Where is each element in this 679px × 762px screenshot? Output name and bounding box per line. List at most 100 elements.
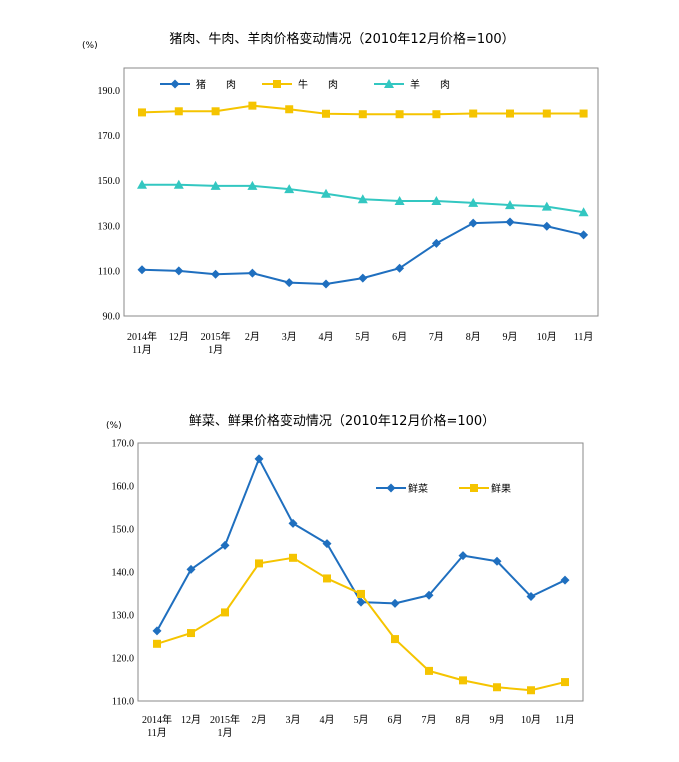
data-point: [284, 184, 295, 194]
x-tick-label: 9月: [503, 331, 518, 343]
x-tick-label: 10月: [521, 714, 541, 726]
x-tick-label: 2月: [252, 714, 267, 726]
data-point: [323, 574, 331, 583]
data-point: [248, 101, 257, 110]
data-point: [153, 639, 161, 648]
data-point: [424, 590, 434, 600]
y-tick-label: 130.0: [98, 221, 121, 232]
data-point: [173, 179, 184, 189]
x-tick-label: 2015年: [201, 330, 231, 343]
x-tick-label: 6月: [392, 331, 407, 343]
data-point: [579, 230, 589, 240]
x-tick-label: 2014年: [127, 330, 157, 343]
data-point: [187, 629, 195, 638]
x-tick-label: 11月: [132, 344, 152, 356]
y-axis-unit: (%): [82, 41, 98, 51]
y-axis-unit: (%): [106, 421, 122, 431]
data-point: [174, 107, 183, 116]
y-tick-label: 130.0: [112, 611, 135, 622]
x-tick-label: 1月: [218, 727, 233, 739]
x-tick-label: 11月: [555, 714, 575, 726]
y-tick-label: 170.0: [98, 131, 121, 142]
data-point: [469, 109, 478, 118]
x-tick-label: 2015年: [210, 713, 240, 726]
data-point: [578, 207, 589, 217]
data-point: [285, 105, 294, 114]
data-point: [395, 263, 405, 273]
data-point: [492, 556, 502, 566]
data-point: [152, 626, 162, 636]
x-tick-label: 9月: [490, 714, 505, 726]
data-point: [137, 265, 147, 275]
data-point: [186, 564, 196, 574]
data-point: [210, 180, 221, 190]
x-tick-label: 12月: [181, 714, 201, 726]
legend-marker: [273, 80, 281, 88]
data-point: [425, 666, 433, 675]
x-tick-label: 2014年: [142, 713, 172, 726]
data-point: [391, 635, 399, 644]
data-point: [284, 278, 294, 288]
y-tick-label: 170.0: [112, 439, 135, 450]
x-tick-label: 12月: [169, 331, 189, 343]
data-point: [247, 268, 257, 278]
x-tick-label: 1月: [208, 344, 223, 356]
data-point: [468, 197, 479, 207]
series-line: [156, 556, 566, 692]
legend-marker: [170, 79, 180, 89]
plot-area: [137, 442, 584, 702]
data-point: [395, 110, 404, 119]
data-point: [358, 273, 368, 283]
data-point: [255, 559, 263, 568]
data-point: [137, 179, 147, 189]
data-point: [432, 110, 441, 119]
x-tick-label: 8月: [466, 331, 481, 343]
legend-marker: [384, 79, 394, 88]
data-point: [468, 218, 478, 228]
data-point: [505, 200, 515, 210]
x-tick-label: 5月: [355, 331, 370, 343]
data-point: [561, 678, 569, 687]
data-point: [321, 188, 331, 198]
x-tick-label: 11月: [574, 331, 594, 343]
legend-label: 鲜菜: [408, 482, 428, 495]
data-point: [526, 592, 536, 602]
y-tick-label: 110.0: [98, 266, 120, 277]
data-point: [254, 454, 264, 464]
data-point: [289, 553, 297, 562]
data-point: [579, 109, 588, 118]
data-point: [394, 196, 405, 206]
data-point: [505, 217, 515, 227]
data-point: [138, 108, 146, 117]
data-point: [560, 575, 570, 585]
data-point: [527, 686, 535, 695]
plot-area: [123, 67, 599, 317]
x-tick-label: 11月: [147, 727, 167, 739]
data-point: [493, 683, 501, 692]
data-point: [211, 269, 221, 279]
data-point: [431, 238, 441, 248]
data-point: [541, 201, 552, 211]
data-point: [288, 518, 298, 528]
legend-label: 鲜果: [491, 482, 511, 495]
legend-label: 猪 肉: [196, 78, 236, 91]
chart-title: 鲜菜、鲜果价格变动情况（2010年12月价格=100）: [189, 413, 495, 429]
data-point: [220, 540, 230, 550]
x-tick-label: 8月: [456, 714, 471, 726]
data-point: [390, 598, 400, 608]
data-point: [321, 279, 331, 289]
data-point: [506, 109, 514, 118]
data-point: [322, 109, 330, 118]
x-tick-label: 6月: [388, 714, 403, 726]
x-tick-label: 10月: [537, 331, 557, 343]
y-tick-label: 110.0: [112, 697, 134, 708]
data-point: [247, 180, 258, 190]
data-point: [357, 589, 365, 598]
legend-marker: [470, 484, 478, 492]
y-tick-label: 120.0: [112, 654, 135, 665]
x-tick-label: 7月: [429, 331, 444, 343]
x-tick-label: 7月: [422, 714, 437, 726]
data-point: [322, 539, 332, 549]
data-point: [357, 194, 368, 204]
